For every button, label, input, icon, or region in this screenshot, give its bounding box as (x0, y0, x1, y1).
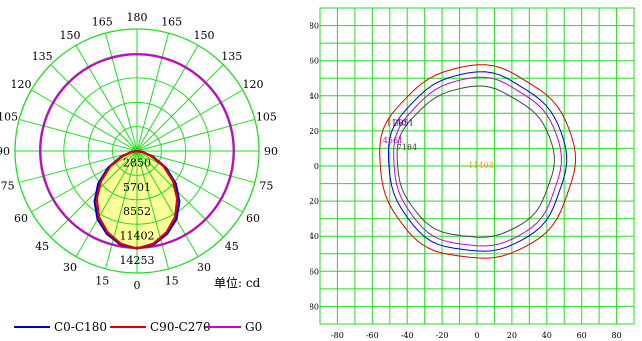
polar-angle-label: 75 (1, 180, 15, 193)
contour-label: 1140 (386, 119, 406, 128)
polar-angle-label: 75 (259, 180, 273, 193)
grid-x-tick-label: 60 (577, 331, 587, 340)
grid-y-tick-label: 20 (310, 127, 319, 136)
grid-x-tick-label: 40 (542, 331, 552, 340)
polar-angle-label: 120 (11, 78, 32, 91)
grid-x-tick-label: -60 (366, 331, 379, 340)
grid-x-tick-label: 80 (612, 331, 622, 340)
legend-swatch-g0 (205, 326, 241, 328)
legend-swatch-c90-c270 (110, 326, 146, 328)
legend-label-g0: G0 (245, 320, 263, 334)
polar-angle-label: 120 (243, 78, 264, 91)
legend-label-c90-c270: C90-C270 (150, 320, 211, 334)
grid-x-tick-label: -20 (436, 331, 449, 340)
polar-angle-label: 60 (246, 212, 260, 225)
polar-angle-label: 30 (63, 261, 77, 274)
polar-series-c90-c270 (95, 149, 179, 250)
contour-label: 2851 (393, 119, 413, 128)
polar-angle-label: 45 (35, 240, 49, 253)
legend-item-c0-c180: C0-C180 (14, 316, 107, 338)
contour-line (393, 76, 562, 247)
polar-angle-label: 60 (14, 212, 28, 225)
contour-line (396, 85, 555, 238)
grid-x-tick-label: 20 (507, 331, 517, 340)
polar-angle-label: 30 (197, 261, 211, 274)
grid-x-tick-label: -80 (331, 331, 344, 340)
polar-angle-label: 135 (32, 50, 53, 63)
grid-y-tick-label: -20 (310, 197, 319, 206)
grid-y-tick-label: -80 (310, 302, 319, 311)
polar-angle-label: 15 (95, 274, 109, 287)
polar-radial-label: 8552 (123, 205, 151, 218)
contour-center-label: 11403 (468, 161, 493, 170)
polar-radial-label: 2850 (123, 156, 151, 169)
grid-x-tick-label: 0 (474, 331, 479, 340)
polar-angle-label: 180 (127, 11, 148, 24)
contour-label: 4561 (383, 136, 403, 145)
polar-angle-label: 165 (92, 16, 113, 29)
contour-line (387, 71, 568, 252)
polar-angle-label: 0 (134, 279, 141, 292)
legend-item-c90-c270: C90-C270 (110, 316, 211, 338)
grid-y-tick-label: 0 (314, 162, 319, 171)
legend-label-c0-c180: C0-C180 (54, 320, 107, 334)
contour-line (379, 64, 577, 259)
polar-angle-label: 105 (0, 110, 18, 123)
grid-y-tick-label: 40 (310, 92, 319, 101)
legend-item-g0: G0 (205, 316, 262, 338)
polar-angle-label: 150 (60, 29, 81, 42)
grid-y-tick-label: -40 (310, 232, 319, 241)
polar-angle-label: 165 (161, 16, 182, 29)
polar-radial-label: 11402 (120, 230, 155, 243)
contour-label: 7184 (397, 143, 417, 152)
polar-angle-label: 90 (264, 145, 278, 158)
polar-light-distribution-chart: 2850 5701 8552 11402 14253 0 15 30 45 60 75 90 105 12… (0, 0, 310, 316)
legend-swatch-c0-c180 (14, 326, 50, 328)
grid-x-tick-label: -40 (401, 331, 414, 340)
grid-y-tick-label: 80 (310, 22, 319, 31)
polar-angle-label: 105 (256, 110, 277, 123)
polar-angle-label: 150 (194, 29, 215, 42)
grid-y-tick-label: 60 (310, 57, 319, 66)
polar-radial-label: 14253 (120, 254, 155, 267)
polar-angle-label: 90 (0, 145, 10, 158)
polar-angle-label: 45 (225, 240, 239, 253)
polar-angle-label: 135 (221, 50, 242, 63)
polar-radial-label: 5701 (123, 181, 151, 194)
polar-angle-label: 15 (165, 274, 179, 287)
units-label: 单位: cd (214, 276, 261, 290)
grid-y-tick-label: -60 (310, 267, 319, 276)
